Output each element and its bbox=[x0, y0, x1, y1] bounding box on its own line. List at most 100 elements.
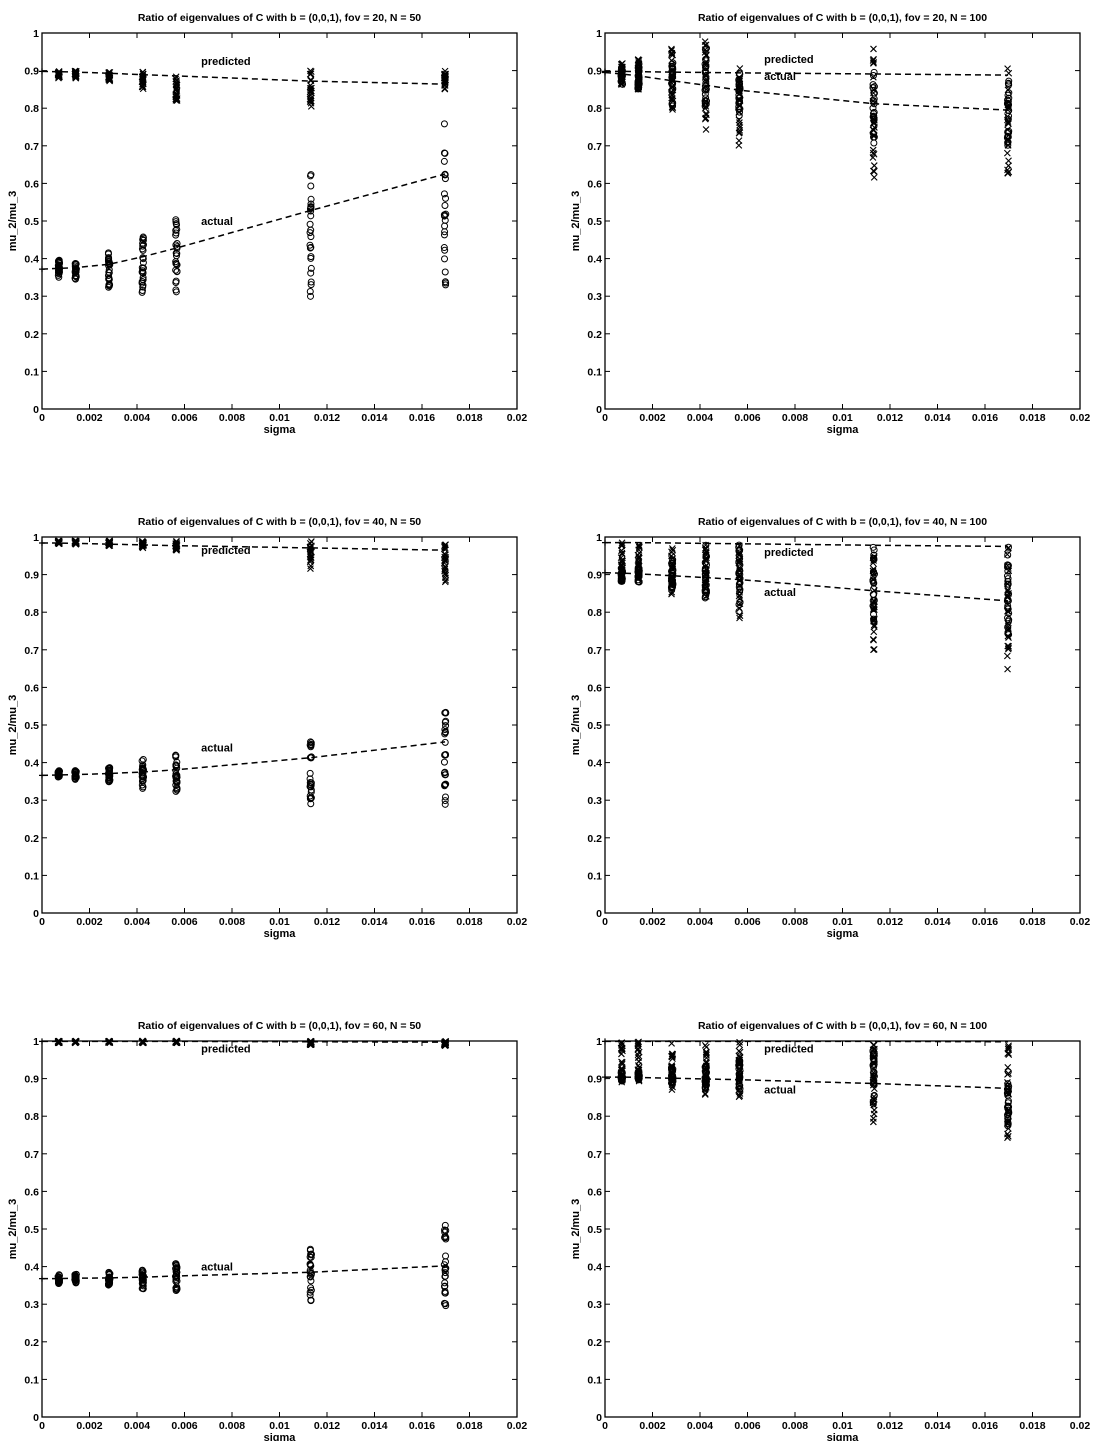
y-tick-label: 0.9 bbox=[24, 1074, 39, 1086]
data-point-o bbox=[702, 73, 710, 81]
x-tick-label: 0.018 bbox=[456, 916, 482, 928]
data-point-x bbox=[702, 126, 710, 133]
data-point-o bbox=[870, 89, 878, 97]
y-tick-label: 0.8 bbox=[24, 103, 39, 115]
chart-title: Ratio of eigenvalues of C with b = (0,0,… bbox=[138, 516, 421, 528]
data-point-o bbox=[736, 108, 744, 116]
data-point-o bbox=[307, 1250, 315, 1258]
x-tick-label: 0.02 bbox=[507, 1420, 528, 1432]
data-point-o bbox=[701, 593, 709, 601]
data-point-o bbox=[441, 1221, 449, 1229]
data-point-o bbox=[1004, 128, 1012, 136]
data-point-x bbox=[54, 539, 62, 547]
series-line-predicted bbox=[42, 542, 446, 551]
x-tick-label: 0.01 bbox=[832, 916, 853, 928]
chart-panel: Ratio of eigenvalues of C with b = (0,0,… bbox=[7, 516, 527, 940]
data-point-x bbox=[634, 1054, 642, 1061]
data-point-o bbox=[736, 1058, 744, 1066]
data-point-o bbox=[1004, 141, 1012, 149]
data-point-x bbox=[442, 571, 450, 579]
x-tick-label: 0.01 bbox=[832, 412, 853, 424]
y-tick-label: 0.4 bbox=[587, 1262, 602, 1274]
data-point-o bbox=[735, 81, 743, 89]
annotation-predicted: predicted bbox=[764, 1043, 814, 1055]
series-line-actual bbox=[605, 1076, 1009, 1090]
data-point-o bbox=[172, 1265, 180, 1273]
data-point-o bbox=[173, 250, 181, 258]
data-point-o bbox=[442, 1302, 450, 1310]
y-tick-label: 0.9 bbox=[587, 66, 602, 78]
data-point-o bbox=[442, 751, 450, 759]
data-point-o bbox=[172, 226, 180, 234]
y-tick-label: 0 bbox=[596, 404, 602, 416]
data-point-x bbox=[668, 1086, 676, 1093]
data-point-x bbox=[1005, 642, 1012, 650]
data-point-o bbox=[870, 83, 878, 91]
data-point-o bbox=[735, 97, 743, 105]
data-point-o bbox=[440, 1283, 448, 1291]
y-tick-label: 0.8 bbox=[24, 607, 39, 619]
x-tick-label: 0.008 bbox=[782, 1420, 808, 1432]
data-point-o bbox=[55, 267, 63, 275]
data-point-o bbox=[441, 211, 449, 219]
data-point-x bbox=[1004, 645, 1012, 653]
data-point-x bbox=[307, 538, 315, 545]
y-axis-label: mu_2/mu_3 bbox=[7, 695, 19, 756]
data-point-o bbox=[442, 780, 450, 788]
data-point-o bbox=[1005, 590, 1013, 598]
x-axis-label: sigma bbox=[264, 1432, 297, 1441]
data-point-x bbox=[173, 80, 180, 88]
data-point-o bbox=[306, 1261, 314, 1269]
data-point-o bbox=[668, 49, 676, 57]
data-point-o bbox=[172, 231, 180, 239]
data-point-o bbox=[441, 175, 449, 183]
series-line-predicted bbox=[605, 70, 1009, 76]
data-point-o bbox=[306, 244, 314, 252]
data-point-o bbox=[702, 589, 710, 597]
x-tick-label: 0.014 bbox=[361, 412, 387, 424]
data-point-o bbox=[172, 288, 180, 296]
y-tick-label: 0.7 bbox=[587, 1149, 602, 1161]
data-point-o bbox=[441, 246, 449, 254]
data-point-o bbox=[618, 565, 626, 573]
data-point-x bbox=[441, 578, 449, 586]
data-point-o bbox=[440, 244, 448, 252]
data-point-x bbox=[1005, 1043, 1012, 1051]
data-point-o bbox=[735, 94, 743, 102]
data-point-o bbox=[736, 1069, 744, 1077]
data-point-o bbox=[307, 1271, 315, 1279]
annotation-actual: actual bbox=[201, 1261, 233, 1273]
data-point-o bbox=[173, 261, 181, 269]
y-tick-label: 1 bbox=[33, 532, 39, 544]
data-point-o bbox=[442, 717, 450, 725]
data-point-o bbox=[307, 200, 315, 208]
data-point-o bbox=[735, 607, 743, 615]
data-point-o bbox=[440, 231, 448, 239]
x-tick-label: 0.004 bbox=[124, 1420, 150, 1432]
data-point-o bbox=[736, 1085, 744, 1093]
data-point-x bbox=[1004, 169, 1012, 177]
annotation-predicted: predicted bbox=[201, 56, 251, 68]
data-point-o bbox=[870, 1068, 878, 1076]
data-point-o bbox=[441, 278, 449, 286]
data-point-o bbox=[735, 551, 743, 559]
y-tick-label: 0.6 bbox=[24, 682, 39, 694]
data-point-o bbox=[105, 268, 113, 276]
data-point-o bbox=[701, 86, 709, 94]
data-point-o bbox=[105, 275, 113, 283]
data-point-x bbox=[736, 121, 744, 129]
data-point-o bbox=[173, 268, 181, 276]
data-point-o bbox=[138, 1279, 146, 1287]
data-point-x bbox=[1003, 149, 1011, 157]
data-point-o bbox=[702, 76, 710, 84]
y-tick-label: 0.7 bbox=[24, 141, 39, 153]
y-tick-label: 0.3 bbox=[587, 291, 602, 303]
data-point-x bbox=[870, 58, 877, 66]
data-point-o bbox=[307, 1277, 315, 1285]
data-point-o bbox=[1004, 1111, 1012, 1119]
y-axis-label: mu_2/mu_3 bbox=[570, 191, 582, 252]
data-point-o bbox=[55, 1279, 63, 1287]
y-axis-label: mu_2/mu_3 bbox=[7, 1199, 19, 1260]
data-point-x bbox=[55, 72, 63, 80]
data-point-o bbox=[869, 129, 877, 137]
